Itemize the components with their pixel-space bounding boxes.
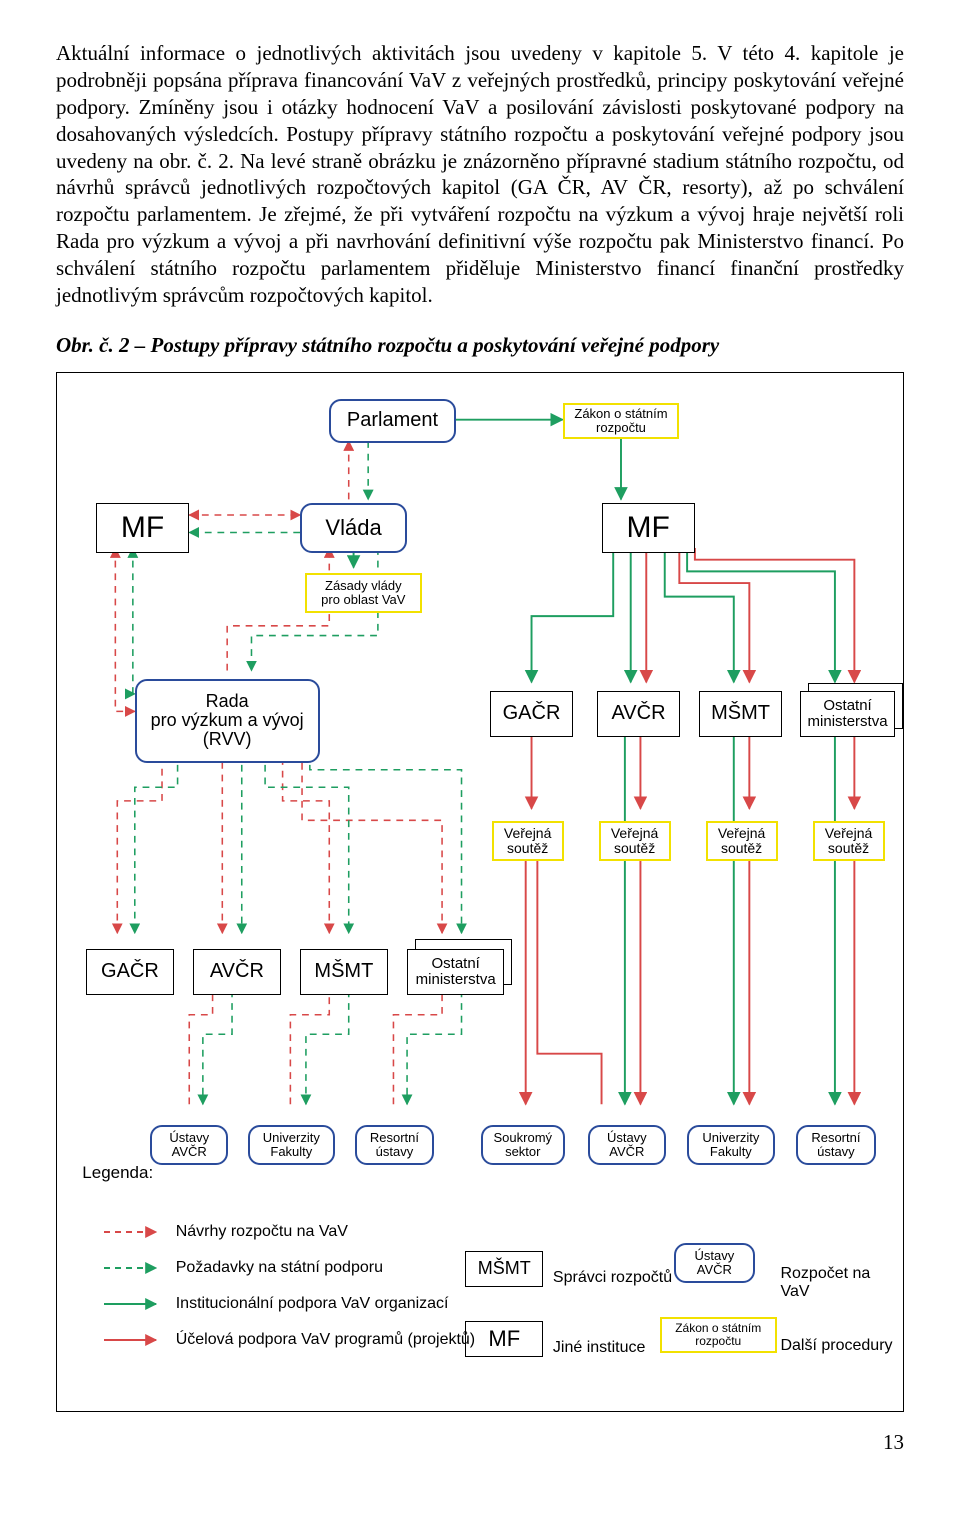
node-univ2: UniverzityFakulty (687, 1125, 775, 1165)
node-resort2: Resortníústavy (796, 1125, 876, 1165)
node-vlada: Vláda (300, 503, 407, 553)
legend-right-label: Rozpočet na VaV (780, 1265, 903, 1301)
node-ustavy1: ÚstavyAVČR (150, 1125, 228, 1165)
legend-item: Účelová podpora VaV programů (projektů) (102, 1325, 475, 1355)
node-vs3: Veřejnásoutěž (706, 821, 778, 861)
node-ostmin_r: Ostatníministerstva (800, 691, 895, 737)
node-vs1: Veřejnásoutěž (492, 821, 564, 861)
node-leg_ustavy: ÚstavyAVČR (674, 1243, 756, 1283)
node-avcr_l: AVČR (193, 949, 281, 995)
legend-right-label: Jiné instituce (553, 1339, 646, 1357)
node-zasady: Zásady vládypro oblast VaV (305, 573, 422, 613)
legend-item: Institucionální podpora VaV organizací (102, 1289, 449, 1319)
node-msmt_r: MŠMT (699, 691, 783, 737)
diagram-frame: Parlament Zákon o státnímrozpočtu MF Vláda M… (56, 372, 904, 1412)
node-ustavy2: ÚstavyAVČR (588, 1125, 666, 1165)
node-rvv: Radapro výzkum a vývoj(RVV) (135, 679, 320, 763)
node-leg_zakon: Zákon o státnímrozpočtu (660, 1317, 777, 1353)
body-paragraph: Aktuální informace o jednotlivých aktivi… (56, 40, 904, 309)
legend-item: Požadavky na státní podporu (102, 1253, 383, 1283)
node-resort1: Resortníústavy (355, 1125, 435, 1165)
legend-item: Návrhy rozpočtu na VaV (102, 1217, 348, 1247)
node-zakon_top: Zákon o státnímrozpočtu (563, 403, 680, 439)
node-gacr_r: GAČR (490, 691, 574, 737)
node-leg_msmt: MŠMT (465, 1251, 543, 1287)
node-mf_left: MF (96, 503, 189, 553)
node-gacr_l: GAČR (86, 949, 174, 995)
node-ostmin_l: Ostatníministerstva (407, 949, 504, 995)
node-soukr: Soukromýsektor (481, 1125, 565, 1165)
legend-title: Legenda: (82, 1163, 153, 1183)
legend-right-label: Správci rozpočtů (553, 1269, 672, 1287)
node-vs4: Veřejnásoutěž (813, 821, 885, 861)
node-avcr_r: AVČR (597, 691, 681, 737)
node-mf_right: MF (602, 503, 695, 553)
node-leg_mf: MF (465, 1321, 543, 1357)
node-univ1: UniverzityFakulty (248, 1125, 336, 1165)
node-parlament: Parlament (329, 399, 455, 443)
page-number: 13 (56, 1430, 904, 1455)
node-vs2: Veřejnásoutěž (599, 821, 671, 861)
legend-right-label: Další procedury (780, 1337, 892, 1355)
figure-caption: Obr. č. 2 – Postupy přípravy státního ro… (56, 333, 904, 358)
node-msmt_l: MŠMT (300, 949, 388, 995)
